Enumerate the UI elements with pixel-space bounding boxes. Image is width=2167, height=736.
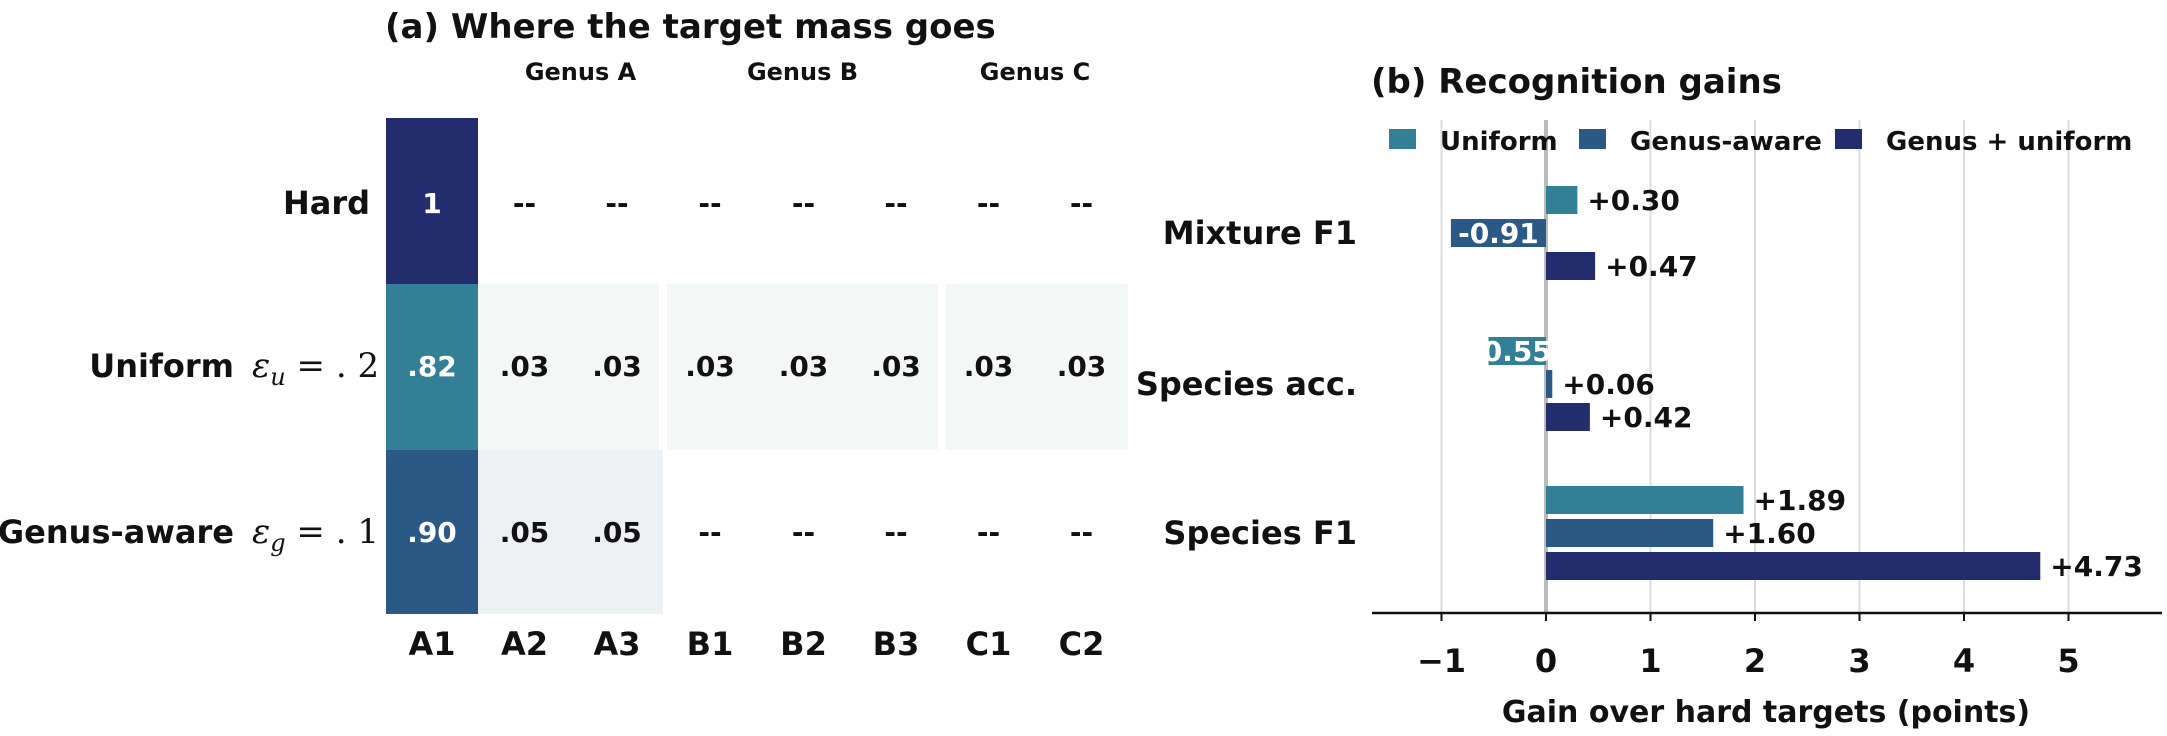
cell-value-uniform-b3: .03 (871, 350, 921, 383)
cell-value-genus-aware-a1: .90 (407, 516, 457, 549)
column-label-a1: A1 (408, 625, 455, 663)
cell-value-hard-b1: -- (698, 187, 721, 220)
bar-mixture-f1-genus-aware (1450, 219, 1546, 247)
bar-species-f1-genus-aware (1546, 519, 1714, 547)
panel-b-bar-chart: (b) Recognition gains Uniform Genus-aware… (1136, 62, 2162, 730)
cell-value-genus-aware-c1: -- (977, 516, 1000, 549)
bar-species-f1-genus-uniform (1546, 552, 2041, 580)
legend-swatch-genus-aware (1579, 129, 1606, 149)
cell-value-hard-b3: -- (884, 187, 907, 220)
panel-b-title: (b) Recognition gains (1371, 62, 1782, 102)
row-param-genus-aware: εg = . 1 (252, 512, 379, 557)
category-label-mixture-f1: Mixture F1 (1163, 214, 1357, 252)
bar-label-mixture-f1-uniform: +0.30 (1587, 184, 1680, 217)
column-label-a2: A2 (501, 625, 548, 663)
cell-value-genus-aware-a3: .05 (592, 516, 642, 549)
cell-value-genus-aware-b3: -- (884, 516, 907, 549)
bar-label-mixture-f1-genus-uniform: +0.47 (1605, 250, 1698, 283)
column-label-a3: A3 (593, 625, 640, 663)
cell-value-hard-a3: -- (605, 187, 628, 220)
bar-species-acc-genus-uniform (1546, 403, 1590, 431)
category-label-species-acc: Species acc. (1136, 365, 1357, 403)
x-tick-label-4: 3 (1848, 642, 1870, 680)
column-label-c1: C1 (966, 625, 1012, 663)
column-label-b2: B2 (780, 625, 827, 663)
cell-value-hard-a1: 1 (422, 187, 441, 220)
column-label-b3: B3 (873, 625, 920, 663)
x-tick-label-6: 5 (2057, 642, 2079, 680)
bar-mixture-f1-genus-uniform (1546, 252, 1596, 280)
cell-value-uniform-a1: .82 (407, 350, 457, 383)
row-param-uniform: εu = . 2 (252, 346, 379, 391)
genus-label-genus-c: Genus C (980, 58, 1090, 86)
genus-label-genus-b: Genus B (747, 58, 858, 86)
cell-value-uniform-a3: .03 (592, 350, 642, 383)
panel-a-title: (a) Where the target mass goes (385, 7, 996, 47)
cell-value-hard-b2: -- (792, 187, 815, 220)
cell-value-uniform-c1: .03 (964, 350, 1014, 383)
legend-label-genus-aware: Genus-aware (1630, 127, 1822, 157)
cell-value-uniform-b1: .03 (685, 350, 735, 383)
row-label-hard: Hard (283, 184, 370, 222)
uniform-band-genus-b (667, 284, 938, 450)
genus-label-genus-a: Genus A (525, 58, 637, 86)
column-label-c2: C2 (1059, 625, 1105, 663)
heatmap-cell-genus-aware-a1 (386, 450, 478, 614)
x-tick-label-5: 4 (1953, 642, 1975, 680)
bar-label-species-f1-uniform: +1.89 (1754, 484, 1847, 517)
genus-aware-band-genus-a (478, 450, 663, 614)
uniform-band-genus-a (478, 284, 659, 450)
heatmap-cell-uniform-a1 (386, 284, 478, 450)
bar-label-species-acc-genus-uniform: +0.42 (1600, 401, 1693, 434)
bar-label-species-f1-genus-aware: +1.60 (1723, 517, 1816, 550)
cell-value-genus-aware-b2: -- (792, 516, 815, 549)
column-label-b1: B1 (687, 625, 734, 663)
bar-label-mixture-f1-genus-aware: -0.91 (1458, 217, 1539, 250)
legend-swatch-uniform (1389, 129, 1416, 149)
x-tick-label-0: −1 (1417, 642, 1466, 680)
bar-mixture-f1-uniform (1546, 186, 1578, 214)
cell-value-uniform-c2: .03 (1057, 350, 1107, 383)
x-tick-label-2: 1 (1639, 642, 1661, 680)
legend-swatch-genus-uniform (1835, 129, 1862, 149)
legend-label-genus-uniform: Genus + uniform (1886, 127, 2132, 157)
row-label-genus-aware: Genus-aware (0, 513, 234, 551)
cell-value-uniform-b2: .03 (779, 350, 829, 383)
bar-label-species-acc-genus-aware: +0.06 (1562, 368, 1655, 401)
bar-label-species-f1-genus-uniform: +4.73 (2050, 550, 2143, 583)
cell-value-uniform-a2: .03 (500, 350, 550, 383)
cell-value-genus-aware-a2: .05 (500, 516, 550, 549)
category-label-species-f1: Species F1 (1163, 514, 1357, 552)
row-label-uniform: Uniform (89, 347, 234, 385)
bar-species-acc-uniform (1488, 337, 1546, 365)
x-axis-label: Gain over hard targets (points) (1502, 695, 2030, 730)
cell-value-genus-aware-c2: -- (1070, 516, 1093, 549)
uniform-band-genus-c (946, 284, 1128, 450)
bar-species-f1-uniform (1546, 486, 1744, 514)
cell-value-genus-aware-b1: -- (698, 516, 721, 549)
cell-value-hard-c1: -- (977, 187, 1000, 220)
legend-label-uniform: Uniform (1440, 127, 1558, 157)
x-tick-label-3: 2 (1744, 642, 1766, 680)
cell-value-hard-a2: -- (513, 187, 536, 220)
heatmap-cell-hard-a1 (386, 118, 478, 284)
cell-value-hard-c2: -- (1070, 187, 1093, 220)
panel-a-heatmap: (a) Where the target mass goes Genus A Ge… (0, 7, 1128, 663)
bar-species-acc-genus-aware (1546, 370, 1553, 398)
x-tick-label-1: 0 (1535, 642, 1557, 680)
bar-label-species-acc-uniform: 0.55 (1483, 335, 1552, 368)
